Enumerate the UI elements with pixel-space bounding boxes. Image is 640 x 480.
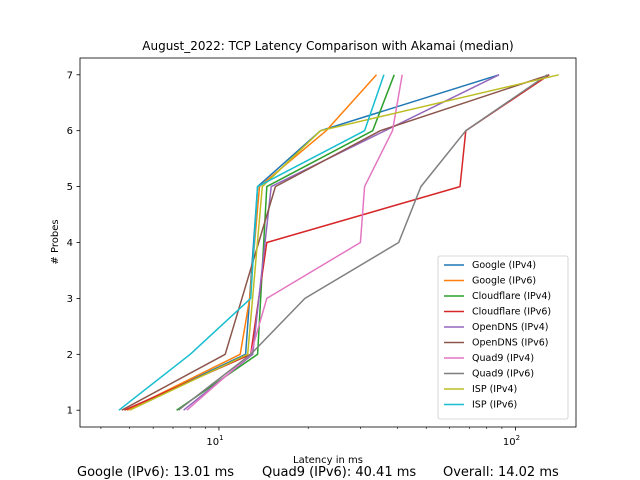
x-axis-label: Latency in ms: [293, 455, 363, 466]
x-tick-label: 102: [503, 434, 520, 448]
y-tick-label: 7: [67, 70, 73, 81]
legend-entry: Google (IPv6): [472, 276, 536, 287]
series-line: [177, 74, 548, 411]
legend-entry: OpenDNS (IPv4): [472, 322, 548, 333]
plot-area: 101 102 1 2 3 4 5 6 7 Google (IPv4) Google (IPv6) C…: [67, 57, 577, 448]
series-line: [129, 74, 559, 411]
legend-entry: Cloudflare (IPv6): [472, 307, 551, 318]
x-tick-label: 101: [206, 434, 223, 448]
legend-entry: Google (IPv4): [472, 260, 536, 271]
legend-entry: ISP (IPv6): [472, 400, 517, 411]
legend-entry: Cloudflare (IPv4): [472, 291, 551, 302]
legend-entry: ISP (IPv4): [472, 384, 517, 395]
y-axis-label: # Probes: [50, 219, 61, 264]
axes-frame: [79, 57, 577, 428]
y-tick-label: 4: [67, 238, 73, 249]
series-line: [186, 74, 403, 411]
legend-entry: OpenDNS (IPv6): [472, 338, 548, 349]
footer-google-ipv6: Google (IPv6): 13.01 ms: [77, 465, 235, 480]
y-tick-label: 2: [67, 350, 73, 361]
series-line: [118, 74, 385, 411]
legend-entry: Quad9 (IPv4): [472, 353, 534, 364]
summary-footer: Google (IPv6): 13.01 ms Quad9 (IPv6): 40…: [0, 465, 640, 480]
chart-title: August_2022: TCP Latency Comparison with…: [142, 39, 513, 53]
y-tick-label: 5: [67, 182, 73, 193]
y-tick-label: 1: [67, 406, 73, 417]
footer-overall: Overall: 14.02 ms: [443, 465, 559, 480]
legend-entry: Quad9 (IPv6): [472, 369, 534, 380]
y-tick-label: 6: [67, 126, 73, 137]
y-tick-label: 3: [67, 294, 73, 305]
footer-quad9-ipv6: Quad9 (IPv6): 40.41 ms: [262, 465, 417, 480]
series-line: [176, 74, 395, 411]
series-line: [121, 74, 550, 411]
legend-box: [437, 255, 569, 420]
